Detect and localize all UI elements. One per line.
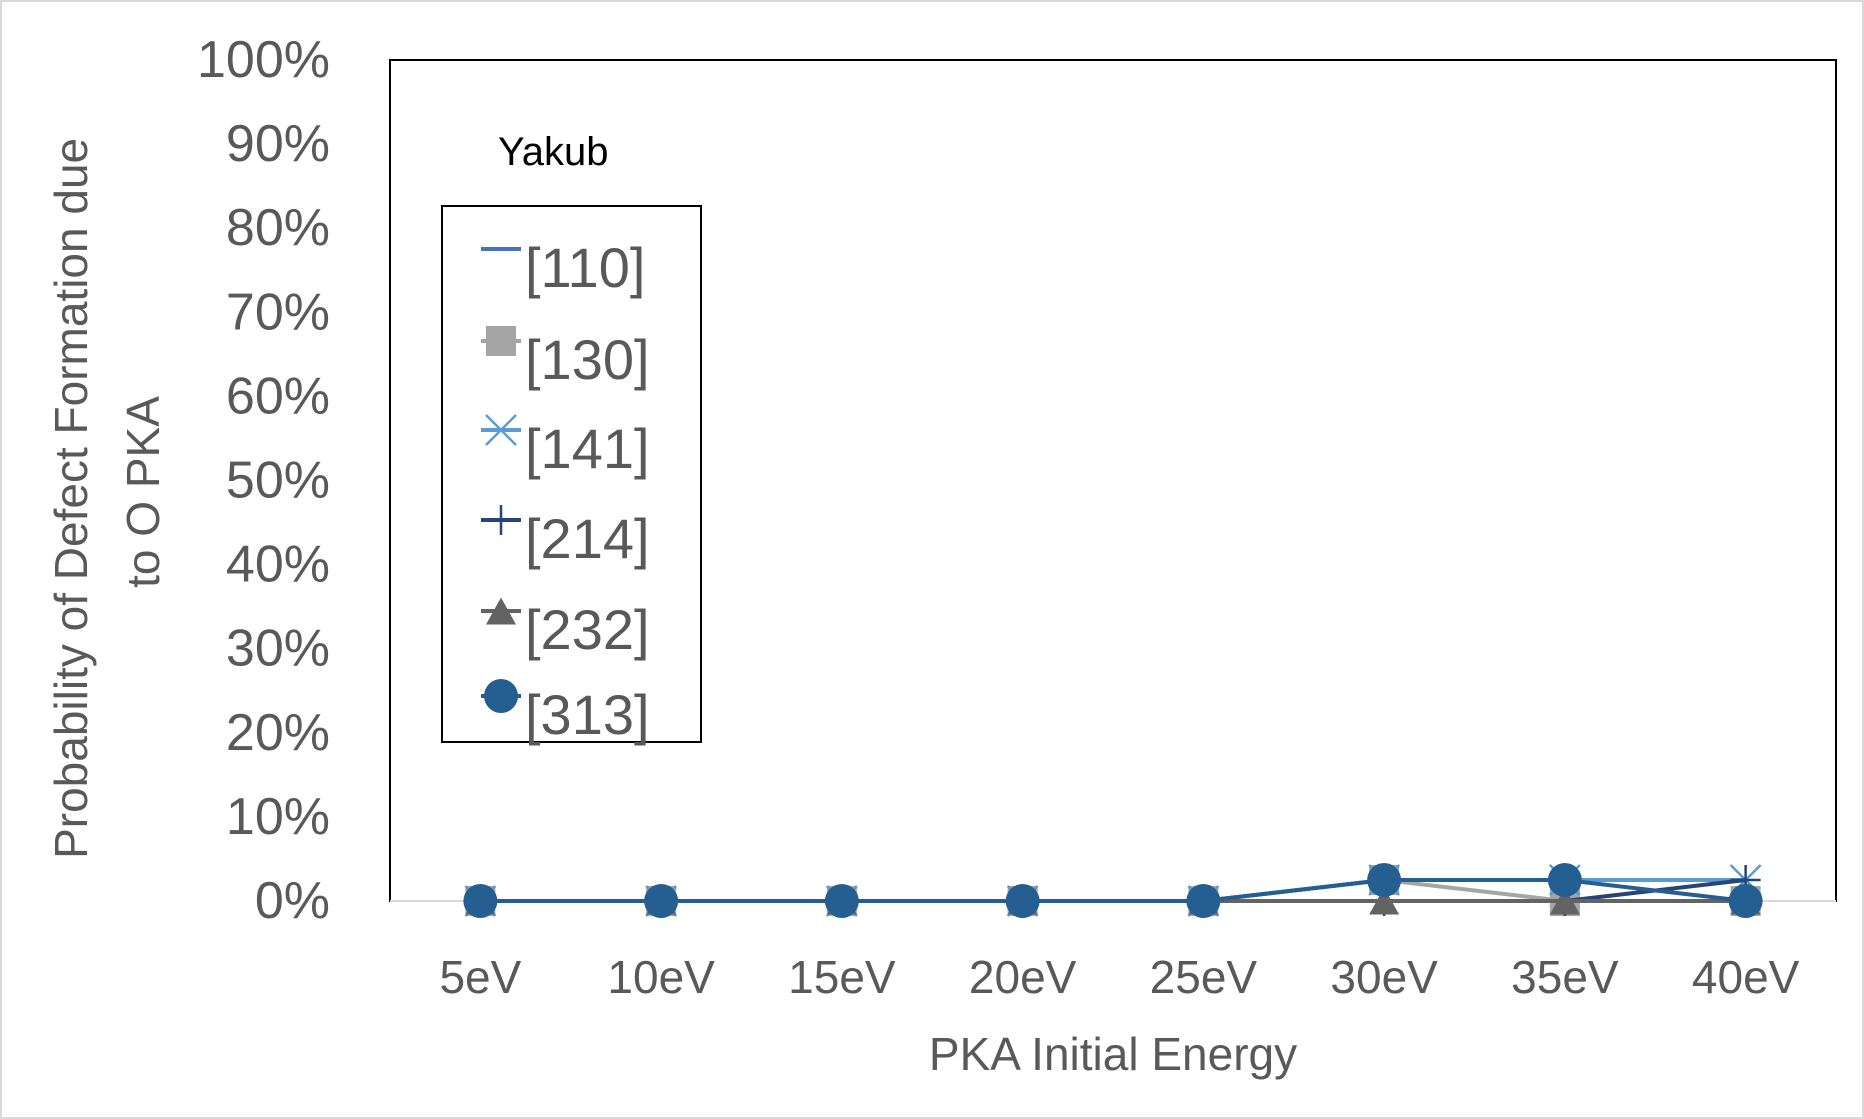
x-axis-ticks: 5eV 10eV 15eV 20eV 25eV 30eV 35eV 40eV bbox=[439, 951, 1799, 1003]
series-line bbox=[480, 877, 1746, 903]
legend-title: Yakub bbox=[498, 130, 608, 174]
series-6 bbox=[463, 862, 1763, 918]
y-tick-label: 80% bbox=[226, 199, 330, 257]
x-tick-label: 10eV bbox=[607, 951, 715, 1003]
data-point bbox=[1367, 862, 1402, 897]
legend-label: [232] bbox=[525, 598, 650, 661]
y-axis-ticks: 0% 10% 20% 30% 40% 50% 60% 70% 80% 90% 100% bbox=[197, 31, 330, 930]
legend: [110] [130] [141] [214] [232] [313] bbox=[441, 205, 702, 746]
y-axis-title-line-2: to O PKA bbox=[117, 396, 169, 588]
legend-label: [214] bbox=[525, 507, 650, 570]
y-tick-label: 50% bbox=[226, 452, 330, 510]
x-axis-title: PKA Initial Energy bbox=[929, 1028, 1297, 1080]
x-tick-label: 40eV bbox=[1692, 951, 1800, 1003]
legend-item: [130] bbox=[481, 326, 650, 391]
y-tick-label: 100% bbox=[197, 31, 330, 89]
x-tick-label: 35eV bbox=[1511, 951, 1619, 1003]
legend-item: [232] bbox=[481, 597, 650, 661]
data-point bbox=[1549, 887, 1580, 915]
y-tick-label: 90% bbox=[226, 115, 330, 173]
y-tick-label: 0% bbox=[255, 872, 330, 930]
y-axis-title: Probability of Defect Formation due to O… bbox=[45, 125, 169, 859]
data-point bbox=[1728, 884, 1763, 918]
legend-box bbox=[441, 205, 702, 743]
y-tick-label: 20% bbox=[226, 704, 330, 762]
legend-marker bbox=[485, 414, 517, 446]
legend-label: [313] bbox=[525, 683, 650, 746]
data-point bbox=[1547, 862, 1582, 897]
data-point bbox=[1369, 887, 1400, 915]
legend-marker bbox=[486, 505, 516, 535]
series-layer bbox=[463, 862, 1763, 918]
legend-item: [110] bbox=[481, 236, 645, 299]
legend-label: [130] bbox=[525, 328, 650, 391]
x-tick-label: 15eV bbox=[788, 951, 896, 1003]
data-point bbox=[644, 884, 679, 918]
legend-item: [313] bbox=[481, 679, 650, 746]
legend-marker bbox=[486, 597, 516, 625]
data-point bbox=[1186, 884, 1221, 918]
legend-label: [141] bbox=[525, 417, 650, 480]
legend-item: [141] bbox=[481, 414, 650, 480]
y-tick-label: 30% bbox=[226, 620, 330, 678]
x-tick-label: 30eV bbox=[1330, 951, 1438, 1003]
y-tick-label: 40% bbox=[226, 536, 330, 594]
legend-marker bbox=[484, 679, 518, 713]
y-tick-label: 70% bbox=[226, 283, 330, 341]
data-point bbox=[824, 884, 859, 918]
data-point bbox=[1005, 884, 1040, 918]
x-tick-label: 20eV bbox=[969, 951, 1077, 1003]
y-tick-label: 10% bbox=[226, 788, 330, 846]
x-tick-label: 5eV bbox=[439, 951, 521, 1003]
y-tick-label: 60% bbox=[226, 367, 330, 425]
y-axis-title-line-1: Probability of Defect Formation due bbox=[45, 138, 97, 859]
legend-label: [110] bbox=[525, 236, 645, 299]
legend-marker bbox=[486, 326, 516, 356]
legend-item: [214] bbox=[481, 505, 650, 570]
data-point bbox=[463, 884, 498, 918]
x-tick-label: 25eV bbox=[1150, 951, 1258, 1003]
